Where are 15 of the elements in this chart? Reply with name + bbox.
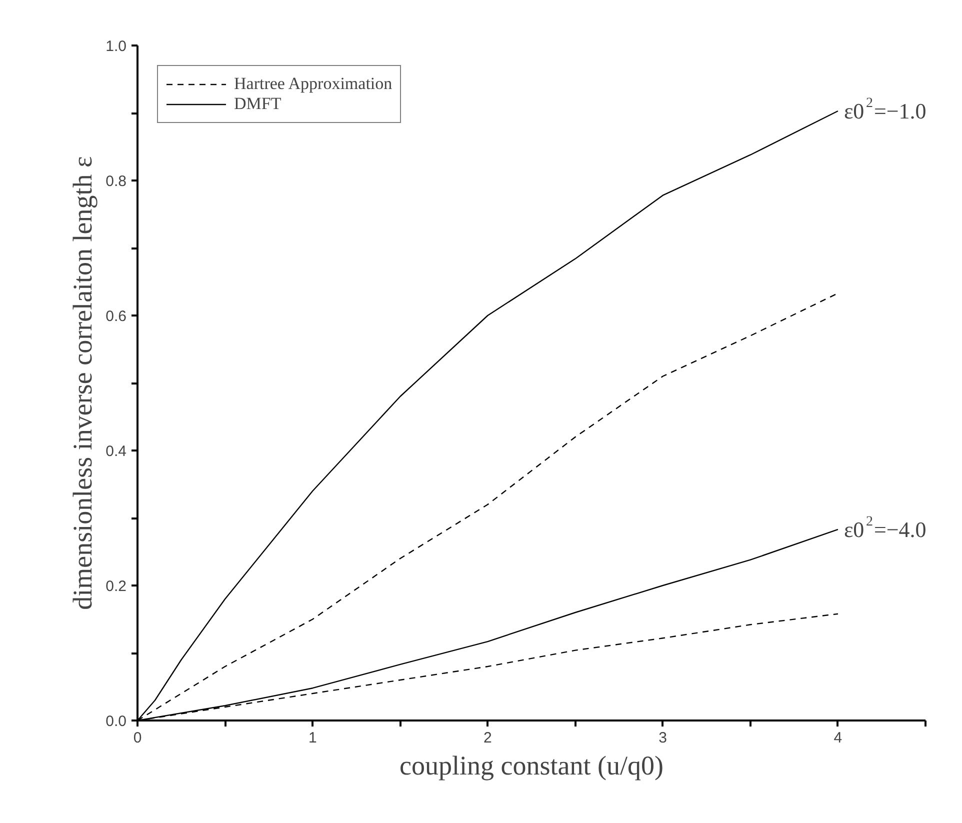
legend-label: DMFT <box>234 94 282 114</box>
y-tick-label: 0.8 <box>106 173 127 190</box>
y-tick-label: 1.0 <box>106 38 127 55</box>
y-axis-title: dimensionless inverse correlaiton length ε <box>68 156 98 610</box>
x-tick-label: 4 <box>834 730 842 746</box>
y-tick-label: 0.6 <box>106 308 127 325</box>
y-tick-label: 0.0 <box>106 713 127 730</box>
x-tick-label: 3 <box>658 730 668 746</box>
x-axis-title: coupling constant (u/q0) <box>400 750 664 780</box>
x-tick-label: 0 <box>133 730 142 746</box>
y-tick-label: 0.2 <box>106 578 127 595</box>
x-tick-label: 2 <box>484 730 492 746</box>
x-tick-label: 1 <box>308 730 317 746</box>
y-tick-label: 0.4 <box>106 443 127 460</box>
legend-label: Hartree Approximation <box>234 74 392 94</box>
